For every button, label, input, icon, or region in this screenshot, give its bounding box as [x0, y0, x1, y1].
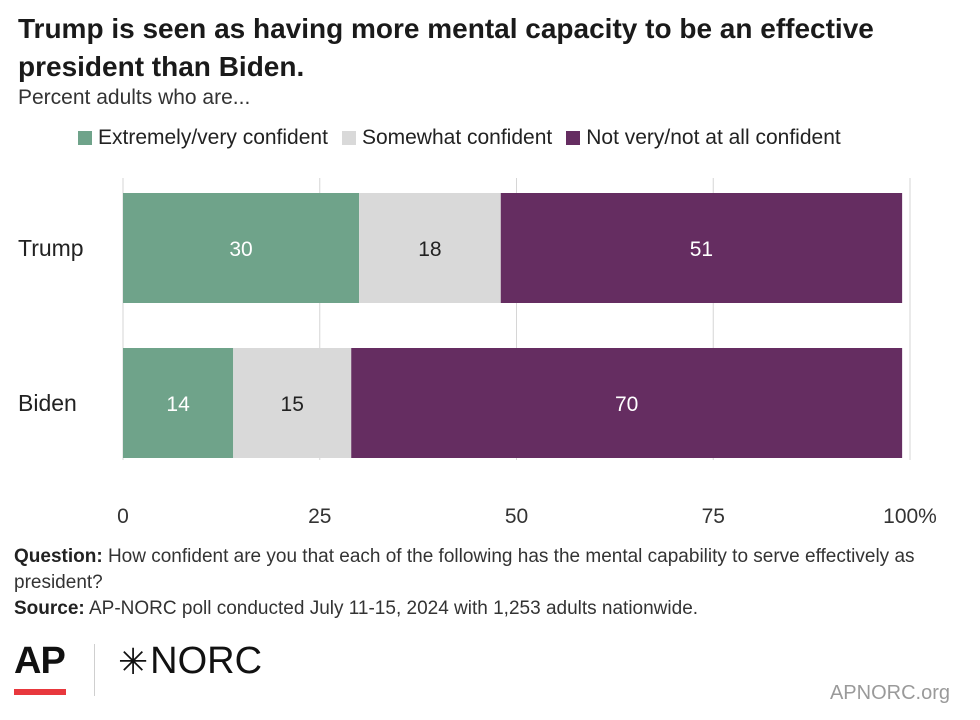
legend-item-not-very-confident: Not very/not at all confident: [566, 126, 841, 150]
legend-label-not-very-confident: Not very/not at all confident: [586, 126, 841, 149]
norc-logo: ✳ NORC: [118, 640, 262, 683]
x-tick-label-25: 25: [308, 505, 331, 528]
legend-label-somewhat-confident: Somewhat confident: [361, 126, 553, 149]
question-label: Question:: [14, 546, 103, 567]
source-label: Source:: [14, 598, 85, 619]
legend-item-extremely-very-confident: Extremely/very confident: [78, 126, 328, 150]
data-label-trump-somewhat-confident: 18: [418, 238, 441, 261]
bar-biden-extremely-very-confident: [123, 348, 234, 458]
x-tick-label-50: 50: [505, 505, 528, 528]
logo-divider: [94, 644, 95, 696]
asterisk-icon: ✳: [118, 640, 149, 682]
bar-trump-extremely-very-confident: [123, 193, 360, 303]
legend-swatch-extremely-very-confident: [78, 131, 92, 145]
site-url: APNORC.org: [829, 682, 950, 704]
question-text: How confident are you that each of the f…: [14, 546, 915, 593]
bar-biden-somewhat-confident: [233, 348, 352, 458]
data-label-trump-not-very-not-at-all-confident: 51: [690, 238, 713, 261]
bar-biden-not-very-not-at-all-confident: [351, 348, 903, 458]
data-label-biden-somewhat-confident: 15: [281, 393, 304, 416]
question-note: Question: How confident are you that eac…: [14, 544, 964, 596]
legend: Extremely/very confident Somewhat confid…: [78, 126, 855, 150]
bar-trump-not-very-not-at-all-confident: [500, 193, 903, 303]
norc-logo-text: NORC: [150, 640, 263, 682]
ap-logo-underline: [14, 689, 66, 695]
legend-label-extremely-very-confident: Extremely/very confident: [98, 126, 328, 149]
legend-item-somewhat-confident: Somewhat confident: [341, 126, 553, 150]
legend-swatch-not-very-confident: [566, 131, 581, 145]
legend-swatch-somewhat-confident: [341, 131, 356, 145]
source-text: AP-NORC poll conducted July 11-15, 2024 …: [88, 598, 699, 619]
category-label-trump: Trump: [18, 235, 84, 261]
chart-title: Trump is seen as having more mental capa…: [18, 13, 874, 82]
x-tick-label-75: 75: [702, 505, 725, 528]
data-label-biden-extremely-very-confident: 14: [166, 393, 190, 416]
chart-notes: Question: How confident are you that eac…: [14, 544, 964, 622]
x-tick-label-0: 0: [117, 505, 129, 528]
source-note: Source: AP-NORC poll conducted July 11-1…: [14, 596, 964, 622]
bar-trump-somewhat-confident: [359, 193, 501, 303]
category-label-biden: Biden: [18, 390, 77, 416]
ap-logo: AP: [14, 640, 66, 682]
x-tick-label-100: 100%: [883, 505, 937, 528]
stacked-bar-chart: 0 25 50 75 100% Trump 30 18 51 Biden 14 15 70: [18, 178, 937, 528]
data-label-trump-extremely-very-confident: 30: [229, 238, 252, 261]
data-label-biden-not-very-not-at-all-confident: 70: [615, 393, 638, 416]
chart-subtitle: Percent adults who are...: [18, 86, 251, 109]
